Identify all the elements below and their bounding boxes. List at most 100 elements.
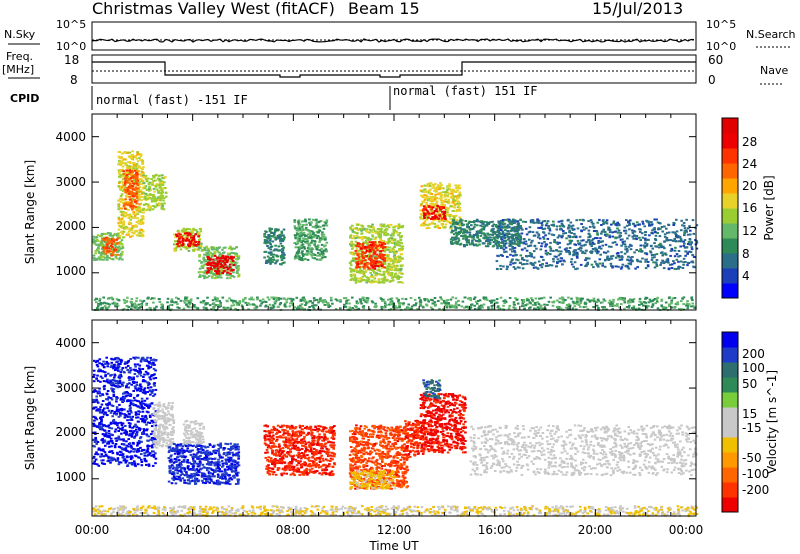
power-cell bbox=[439, 195, 443, 197]
power-cell bbox=[564, 299, 567, 301]
power-cell bbox=[127, 181, 130, 184]
power-cell bbox=[387, 233, 390, 236]
power-cell bbox=[597, 242, 600, 244]
power-cell bbox=[297, 225, 301, 228]
power-cell bbox=[638, 250, 641, 253]
power-cell bbox=[128, 151, 132, 154]
power-cell bbox=[467, 225, 470, 228]
power-cell bbox=[275, 260, 278, 263]
power-cell bbox=[281, 262, 285, 265]
power-cell bbox=[118, 180, 121, 183]
power-cell bbox=[131, 195, 134, 198]
power-cell bbox=[611, 235, 614, 238]
power-cell bbox=[282, 251, 285, 254]
power-cell bbox=[452, 188, 455, 191]
power-cell bbox=[359, 277, 363, 280]
power-cell bbox=[425, 203, 428, 206]
power-cell bbox=[377, 227, 381, 230]
power-cell bbox=[118, 163, 121, 166]
power-cell bbox=[591, 241, 595, 244]
power-cell bbox=[109, 247, 112, 250]
power-cell bbox=[343, 305, 347, 308]
power-cell bbox=[607, 228, 610, 231]
power-cell bbox=[498, 235, 501, 238]
power-cell bbox=[420, 194, 423, 197]
power-cell bbox=[196, 230, 199, 233]
power-cell bbox=[383, 246, 387, 248]
power-cell bbox=[437, 212, 440, 215]
power-cell bbox=[106, 307, 109, 310]
power-cell bbox=[657, 244, 661, 246]
power-cell bbox=[613, 230, 617, 233]
power-cell bbox=[364, 259, 367, 262]
power-cell bbox=[561, 223, 564, 226]
power-cell bbox=[455, 232, 459, 235]
power-cell bbox=[197, 246, 201, 249]
power-cell bbox=[216, 304, 220, 307]
power-cell bbox=[492, 223, 495, 226]
power-cell bbox=[388, 265, 391, 268]
power-cell bbox=[140, 302, 143, 305]
power-cell bbox=[217, 270, 221, 273]
power-cell bbox=[394, 272, 398, 275]
power-cell bbox=[636, 223, 639, 226]
power-cell bbox=[180, 236, 184, 239]
power-cell bbox=[612, 222, 615, 225]
power-cell bbox=[454, 222, 457, 225]
power-cell bbox=[443, 211, 447, 214]
plot-title: Christmas Valley West (fitACF) bbox=[92, 0, 335, 18]
power-cell bbox=[606, 250, 610, 253]
power-cell bbox=[511, 258, 514, 261]
power-cell bbox=[123, 301, 127, 304]
power-cell bbox=[401, 281, 404, 284]
power-cell bbox=[271, 304, 275, 307]
power-cell bbox=[374, 262, 377, 265]
power-cell bbox=[315, 237, 319, 240]
power-cell bbox=[271, 261, 274, 264]
power-cell bbox=[214, 304, 218, 307]
power-cell bbox=[433, 216, 436, 219]
power-cell bbox=[448, 183, 451, 186]
power-cell bbox=[561, 302, 565, 304]
power-cell bbox=[160, 306, 163, 309]
power-cell bbox=[144, 199, 148, 202]
power-cell bbox=[375, 272, 379, 275]
power-cell bbox=[355, 265, 359, 268]
power-cell bbox=[626, 266, 630, 269]
power-cell bbox=[689, 229, 692, 232]
power-cell bbox=[660, 244, 663, 247]
power-cell bbox=[214, 277, 217, 280]
power-cell bbox=[125, 180, 129, 183]
power-cell bbox=[544, 234, 547, 237]
power-cell bbox=[599, 241, 603, 243]
power-cell bbox=[216, 265, 219, 267]
power-cell bbox=[174, 243, 177, 246]
power-cell bbox=[130, 171, 134, 174]
power-cell bbox=[118, 182, 121, 185]
power-cell bbox=[391, 279, 395, 282]
power-cell bbox=[578, 235, 582, 238]
power-cell bbox=[661, 254, 664, 257]
power-cell bbox=[501, 241, 504, 244]
power-cell bbox=[513, 249, 516, 252]
power-cell bbox=[343, 297, 346, 300]
power-cell bbox=[128, 162, 132, 165]
power-cell bbox=[178, 241, 182, 244]
power-cell bbox=[130, 180, 134, 183]
power-cell bbox=[377, 281, 381, 284]
power-cell bbox=[640, 250, 643, 253]
power-cell bbox=[344, 297, 348, 300]
power-cell bbox=[311, 301, 315, 304]
power-cell bbox=[383, 250, 387, 253]
power-cell bbox=[570, 227, 574, 230]
power-cell bbox=[565, 250, 568, 253]
nsky-frame bbox=[91, 21, 697, 51]
power-cell bbox=[500, 228, 503, 231]
power-cell bbox=[354, 281, 358, 284]
power-cell bbox=[463, 245, 466, 248]
power-cell bbox=[504, 218, 507, 221]
power-cell bbox=[552, 260, 555, 263]
power-cell bbox=[123, 151, 126, 154]
power-cell bbox=[459, 230, 463, 233]
power-cell bbox=[649, 250, 652, 253]
